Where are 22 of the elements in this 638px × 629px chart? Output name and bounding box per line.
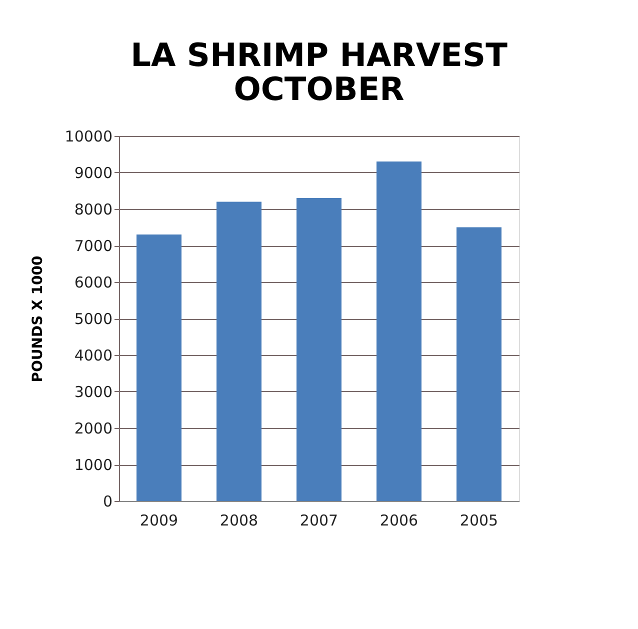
y-tick-label: 7000 — [74, 237, 112, 255]
y-tick-label: 10000 — [64, 128, 112, 146]
bar — [216, 202, 262, 501]
y-tick-label: 8000 — [74, 200, 112, 218]
bar — [376, 162, 422, 501]
y-tick-label: 6000 — [74, 274, 112, 292]
x-tick-label: 2007 — [300, 512, 338, 530]
x-tick-label: 2009 — [140, 512, 178, 530]
bar — [296, 198, 342, 501]
y-tick-label: 2000 — [74, 420, 112, 438]
y-tick-label: 9000 — [74, 164, 112, 182]
x-tick-label: 2005 — [460, 512, 498, 530]
x-tick-label: 2006 — [380, 512, 418, 530]
bar — [456, 227, 502, 501]
y-tick-label: 3000 — [74, 383, 112, 401]
y-tick-label: 0 — [102, 492, 112, 510]
x-tick-label: 2008 — [220, 512, 258, 530]
bar — [136, 234, 182, 501]
y-tick-label: 1000 — [74, 456, 112, 474]
y-tick-label: 5000 — [74, 310, 112, 328]
y-tick-label: 4000 — [74, 346, 112, 364]
y-axis-title: POUNDS X 1000 — [30, 256, 46, 382]
